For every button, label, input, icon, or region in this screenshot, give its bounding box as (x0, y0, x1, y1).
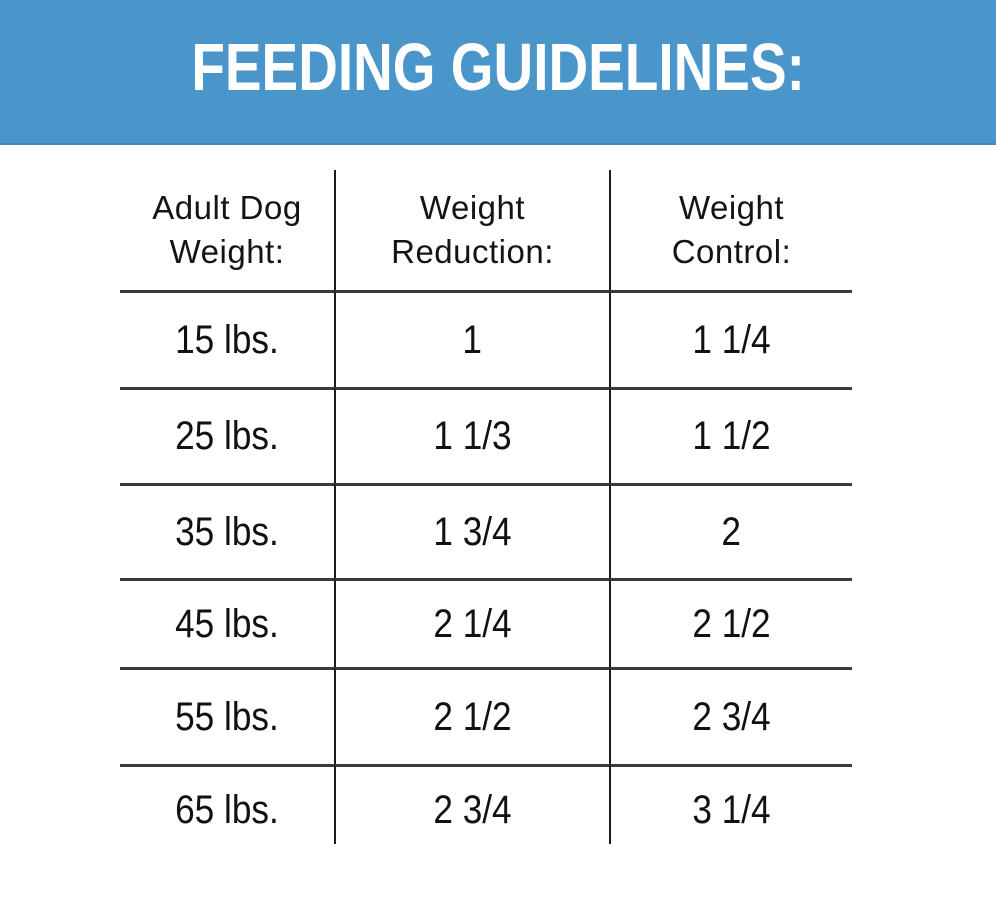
cell-value: 2 3/4 (433, 788, 512, 832)
cell-value: 25 lbs. (175, 414, 279, 458)
table-cell-weight-row3: 35 lbs. (120, 483, 334, 578)
table-cell-reduction-row3: 1 3/4 (334, 483, 609, 578)
cell-value: 2 1/2 (433, 694, 512, 739)
table-cell-weight-row6: 65 lbs. (120, 764, 334, 844)
table-cell-weight-row2: 25 lbs. (120, 387, 334, 483)
cell-value: 1 (462, 317, 483, 362)
cell-value: 45 lbs. (175, 601, 279, 646)
cell-value: 1 1/3 (433, 414, 512, 458)
table-cell-control-row2: 1 1/2 (609, 387, 852, 483)
table-cell-control-row5: 2 3/4 (609, 667, 852, 764)
cell-value: 2 (721, 509, 742, 554)
cell-value: 1 1/4 (692, 317, 771, 362)
cell-value: 2 3/4 (692, 694, 771, 739)
table-cell-reduction-row1: 1 (334, 290, 609, 387)
cell-value: 65 lbs. (175, 788, 279, 832)
column-header-adult-dog-weight: Adult Dog Weight: (152, 188, 302, 270)
feeding-table: Adult Dog Weight: Weight Reduction: Weig… (120, 170, 852, 844)
cell-value: 15 lbs. (175, 317, 279, 362)
table-cell-reduction-row2: 1 1/3 (334, 387, 609, 483)
cell-value: 1 1/2 (692, 414, 771, 458)
cell-value: 3 1/4 (692, 788, 771, 832)
table-cell-control-row4: 2 1/2 (609, 578, 852, 667)
cell-value: 2 1/4 (433, 601, 512, 646)
page-title: FEEDING GUIDELINES: (191, 30, 805, 105)
table-cell-reduction-row5: 2 1/2 (334, 667, 609, 764)
table-cell-control-row1: 1 1/4 (609, 290, 852, 387)
cell-value: 1 3/4 (433, 509, 512, 554)
cell-value: 35 lbs. (175, 509, 279, 554)
table-cell-control-row3: 2 (609, 483, 852, 578)
table-cell-reduction-row4: 2 1/4 (334, 578, 609, 667)
table-cell-control-row6: 3 1/4 (609, 764, 852, 844)
title-banner: FEEDING GUIDELINES: (0, 0, 996, 145)
column-header-weight-reduction: Weight Reduction: (334, 170, 609, 290)
column-header-weight-control: Weight Control: (609, 170, 852, 290)
cell-value: 2 1/2 (692, 601, 771, 646)
table-cell-weight-row1: 15 lbs. (120, 290, 334, 387)
table-cell-weight-row5: 55 lbs. (120, 667, 334, 764)
table-cell-reduction-row6: 2 3/4 (334, 764, 609, 844)
cell-value: 55 lbs. (175, 694, 279, 739)
table-cell-weight-row4: 45 lbs. (120, 578, 334, 667)
